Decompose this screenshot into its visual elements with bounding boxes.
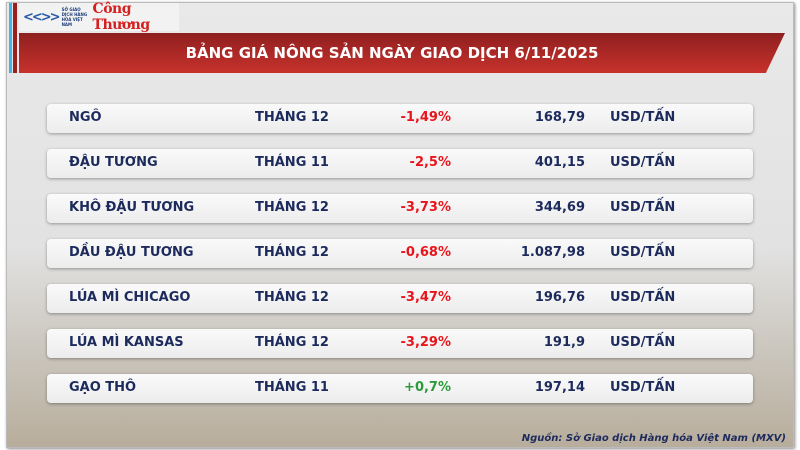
price-change: -0,68% [400, 245, 452, 260]
commodity-name: GẠO THÔ [69, 380, 137, 395]
commodity-name: DẦU ĐẬU TƯƠNG [69, 245, 194, 260]
price-value: 344,69 [534, 200, 585, 215]
newspaper-logo: Công Thương [92, 1, 151, 33]
price-unit: USD/TẤN [610, 290, 676, 305]
table-row: LÚA MÌ KANSAS THÁNG 12 -3,29% 191,9 USD/TẤN [47, 329, 753, 358]
exchange-logo-icon: <<>> [23, 9, 61, 25]
page-title: BẢNG GIÁ NÔNG SẢN NGÀY GIAO DỊCH 6/11/20… [185, 44, 599, 62]
commodity-name: LÚA MÌ CHICAGO [69, 290, 191, 305]
source-note: Nguồn: Sở Giao dịch Hàng hóa Việt Nam (M… [521, 433, 786, 444]
price-change: -3,47% [400, 290, 452, 305]
frame [6, 2, 794, 448]
price-unit: USD/TẤN [610, 245, 676, 260]
table-row: NGÔ THÁNG 12 -1,49% 168,79 USD/TẤN [47, 104, 753, 133]
contract-month: THÁNG 12 [255, 200, 329, 215]
price-change: -1,49% [400, 110, 452, 125]
price-value: 197,14 [534, 380, 585, 395]
price-change: +0,7% [404, 380, 451, 395]
contract-month: THÁNG 11 [255, 155, 329, 170]
commodity-name: NGÔ [69, 110, 102, 125]
table-row: LÚA MÌ CHICAGO THÁNG 12 -3,47% 196,76 USD/TẤ… [47, 284, 753, 313]
table-row: DẦU ĐẬU TƯƠNG THÁNG 12 -0,68% 1.087,98 USD/T… [47, 239, 753, 268]
exchange-logo-text: SỞ GIAO DỊCH HÀNG HÓA VIỆT NAM [61, 7, 88, 27]
decorative-stripe [9, 3, 12, 73]
commodity-name: KHÔ ĐẬU TƯƠNG [69, 200, 195, 215]
price-change: -3,29% [400, 335, 452, 350]
contract-month: THÁNG 12 [255, 110, 329, 125]
price-value: 401,15 [534, 155, 585, 170]
decorative-stripe [13, 3, 17, 73]
contract-month: THÁNG 11 [255, 380, 329, 395]
price-change: -3,73% [400, 200, 452, 215]
table-row: GẠO THÔ THÁNG 11 +0,7% 197,14 USD/TẤN [47, 374, 753, 403]
price-value: 168,79 [534, 110, 585, 125]
price-change: -2,5% [409, 155, 451, 170]
logo-bar: <<>> SỞ GIAO DỊCH HÀNG HÓA VIỆT NAM Công… [19, 1, 179, 33]
price-value: 196,76 [534, 290, 585, 305]
price-unit: USD/TẤN [610, 200, 676, 215]
commodity-name: ĐẬU TƯƠNG [69, 155, 158, 170]
price-value: 191,9 [543, 335, 585, 350]
table-row: ĐẬU TƯƠNG THÁNG 11 -2,5% 401,15 USD/TẤN [47, 149, 753, 178]
contract-month: THÁNG 12 [255, 290, 329, 305]
price-unit: USD/TẤN [610, 155, 676, 170]
commodity-name: LÚA MÌ KANSAS [69, 335, 184, 350]
price-value: 1.087,98 [520, 245, 585, 260]
table-row: KHÔ ĐẬU TƯƠNG THÁNG 12 -3,73% 344,69 USD/TẤN [47, 194, 753, 223]
title-banner: BẢNG GIÁ NÔNG SẢN NGÀY GIAO DỊCH 6/11/20… [19, 33, 785, 73]
contract-month: THÁNG 12 [255, 335, 329, 350]
price-unit: USD/TẤN [610, 380, 676, 395]
contract-month: THÁNG 12 [255, 245, 329, 260]
price-unit: USD/TẤN [610, 110, 676, 125]
price-unit: USD/TẤN [610, 335, 676, 350]
